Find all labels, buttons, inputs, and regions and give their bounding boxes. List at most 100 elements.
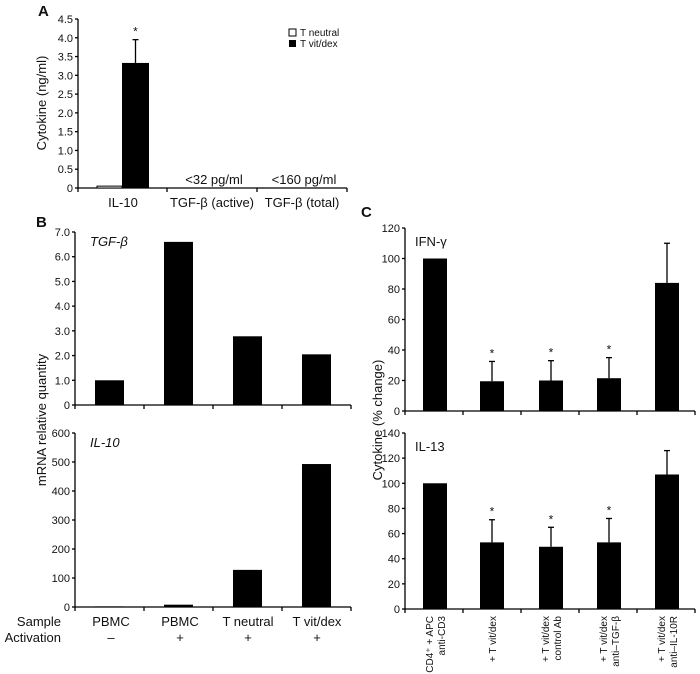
bar [480,381,504,411]
y-tick-label: 0 [394,604,400,616]
y-tick-label: 400 [52,486,70,498]
x-tick-label: + T vit/dex [657,616,668,662]
significance-star: * [549,346,554,360]
sample-label: T vit/dex [293,614,342,629]
y-axis-label: Cytokine (% change) [370,360,385,481]
y-tick-label: 2.0 [58,108,73,120]
y-tick-label: 6.0 [55,252,70,264]
y-tick-label: 40 [388,554,400,566]
legend-swatch-t-neutral [288,28,297,37]
bar [597,378,621,411]
y-tick-label: 140 [382,428,400,440]
y-tick-label: 1.0 [55,375,70,387]
x-tick-label: control Ab [553,616,564,661]
x-tick-label: IL-10 [108,195,138,210]
bar-t-vit-dex [122,62,149,188]
bar [423,483,447,609]
x-tick-label: CD4⁺ + APC [425,616,436,673]
y-tick-label: 0 [394,406,400,418]
sample-label: PBMC [92,614,130,629]
bar [164,604,193,607]
bar [480,542,504,609]
panel-label-c: C [361,204,372,221]
y-axis-label: mRNA relative quantity [34,353,49,486]
y-tick-label: 0 [64,602,70,614]
bar [302,464,331,607]
y-axis-label: Cytokine (ng/ml) [34,56,49,151]
legend-label: T neutral [300,28,339,39]
y-tick-label: 4.5 [58,14,73,26]
significance-star: * [607,343,612,357]
y-tick-label: 120 [382,453,400,465]
y-tick-label: 2.5 [58,89,73,101]
x-tick-label: + T vit/dex [488,616,499,662]
activation-label: + [244,630,252,645]
annotation: <32 pg/ml [185,172,243,187]
y-tick-label: 40 [388,345,400,357]
y-tick-label: 20 [388,579,400,591]
legend-label: T vit/dex [300,39,338,50]
y-tick-label: 0 [67,183,73,195]
x-tick-label: anti–TGF-β [611,616,622,667]
y-tick-label: 0.5 [58,164,73,176]
bar [233,569,262,607]
y-tick-label: 100 [382,254,400,266]
significance-star: * [490,346,495,360]
bar [539,380,563,411]
significance-star: * [490,505,495,519]
y-tick-label: 80 [388,284,400,296]
bar [655,474,679,609]
y-tick-label: 500 [52,457,70,469]
x-tick-label: TGF-β (total) [265,195,340,210]
y-tick-label: 0 [64,400,70,412]
bar [423,258,447,411]
x-tick-label: + T vit/dex [541,616,552,662]
significance-star: * [549,512,554,526]
y-tick-label: 2.0 [55,351,70,363]
subplot-title: IL-13 [415,439,445,454]
y-tick-label: 5.0 [55,276,70,288]
bar [164,241,193,405]
y-tick-label: 300 [52,515,70,527]
subplot-title: IFN-γ [415,234,447,249]
y-tick-label: 3.5 [58,52,73,64]
y-tick-label: 1.5 [58,127,73,139]
y-tick-label: 3.0 [58,70,73,82]
bar [302,354,331,405]
bar [95,606,124,608]
significance-star: * [607,503,612,517]
y-tick-label: 20 [388,376,400,388]
bar [95,380,124,405]
y-tick-label: 600 [52,428,70,440]
legend-swatch-t-vit-dex [289,40,296,47]
bar [597,542,621,609]
y-tick-label: 200 [52,544,70,556]
y-tick-label: 100 [382,478,400,490]
x-tick-label: anti-CD3 [437,616,448,656]
y-tick-label: 1.0 [58,145,73,157]
bar [233,336,262,405]
activation-label: + [176,630,184,645]
x-tick-label: anti–IL-10R [669,616,680,668]
subplot-title: IL-10 [90,435,120,450]
y-tick-label: 4.0 [55,301,70,313]
panel-label-a: A [38,3,49,20]
activation-label: – [107,630,115,645]
y-tick-label: 100 [52,573,70,585]
activation-label: + [313,630,321,645]
x-tick-label: + T vit/dex [599,616,610,662]
y-tick-label: 80 [388,503,400,515]
sample-label: PBMC [161,614,199,629]
bar [539,546,563,609]
annotation: <160 pg/ml [272,172,337,187]
subplot-title: TGF-β [90,234,128,249]
bar-t-neutral [96,185,123,189]
sample-label: T neutral [222,614,273,629]
panel-label-b: B [36,214,47,231]
y-tick-label: 3.0 [55,326,70,338]
bar [655,282,679,411]
activation-row-label: Activation [5,630,61,645]
y-tick-label: 4.0 [58,33,73,45]
x-tick-label: TGF-β (active) [170,195,254,210]
